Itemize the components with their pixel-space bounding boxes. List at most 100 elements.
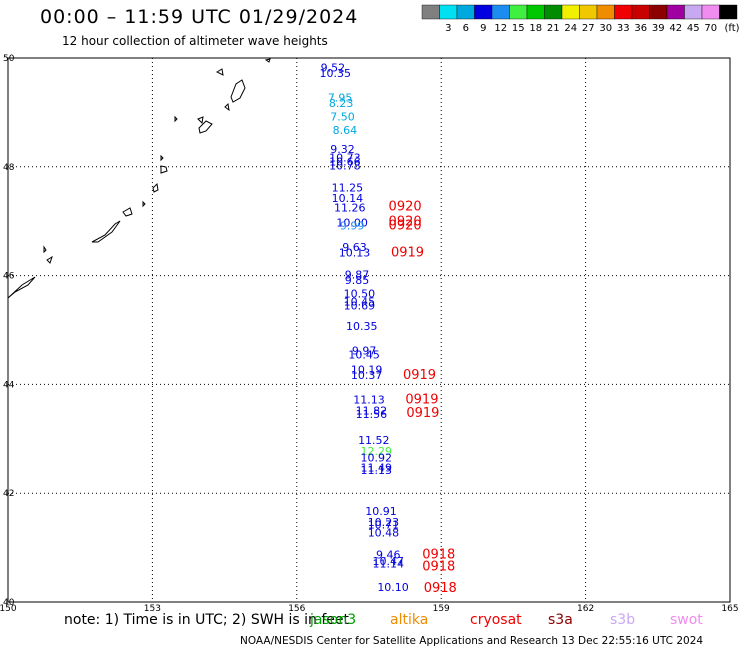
lat-tick-label: 48 (3, 163, 15, 173)
lon-tick-label: 150 (0, 604, 17, 614)
lon-tick-label: 153 (144, 604, 161, 614)
satellite-name-s3a: s3a (548, 612, 573, 628)
lon-tick-label: 156 (288, 604, 305, 614)
legend-tick-label: 9 (480, 23, 486, 34)
chart-subtitle: 12 hour collection of altimeter wave hei… (62, 34, 328, 48)
wave-height-label: 8.64 (333, 124, 358, 137)
legend-tick-label: 12 (494, 23, 507, 34)
wave-height-label: 7.50 (330, 111, 355, 124)
coastline-island-e (142, 200, 146, 208)
legend-swatch (544, 4, 563, 20)
wave-height-label: 10.48 (368, 527, 400, 540)
wave-height-label: 10.00 (336, 217, 368, 230)
coastline-island-n (215, 68, 224, 76)
wave-height-label: 10.78 (329, 160, 361, 173)
legend-unit: (ft) (725, 23, 740, 34)
wave-height-label: 11.52 (358, 434, 390, 447)
wave-height-label: 9.52 (321, 62, 346, 75)
wave-height-label: 9.32 (330, 143, 355, 156)
wave-height-observations: 9.5210.357.958.237.508.649.3210.7310.661… (320, 62, 409, 595)
wave-height-label: 11.13 (353, 393, 385, 406)
legend-swatch (614, 4, 633, 20)
wave-height-label: 10.19 (351, 364, 383, 377)
satellite-name-s3b: s3b (610, 612, 636, 628)
satellite-name-swot: swot (670, 612, 703, 628)
wave-height-label: 10.35 (320, 67, 352, 80)
wave-height-label: 10.23 (368, 516, 400, 529)
lon-tick-label: 165 (721, 604, 738, 614)
legend-swatch (421, 4, 440, 20)
legend-tick-label: 21 (547, 23, 560, 34)
wave-height-label: 10.37 (351, 369, 383, 382)
coastline-island-o (264, 58, 271, 63)
chart-title: 00:00 – 11:59 UTC 01/29/2024 (40, 6, 359, 28)
legend-tick-label: 45 (687, 23, 700, 34)
lon-tick-label: 162 (577, 604, 594, 614)
legend-swatch (666, 4, 685, 20)
wave-height-label: 10.45 (348, 348, 380, 361)
lat-tick-label: 50 (3, 54, 15, 64)
legend-tick-label: 18 (529, 23, 542, 34)
wave-height-label: 10.73 (329, 151, 361, 164)
legend-swatch (684, 4, 703, 20)
pass-time-label: 0918 (422, 559, 455, 574)
coastline-island-d (122, 207, 133, 217)
pass-time-label: 0920 (389, 215, 422, 230)
satellite-name-jason3: jason3 (310, 612, 357, 628)
color-legend: 3 6 9 12 15 18 21 24 27 30 33 36 39 42 45 70 (ft) (421, 4, 740, 34)
legend-tick-label: 36 (634, 23, 647, 34)
legend-tick-label: 39 (652, 23, 665, 34)
wave-height-label: 10.47 (373, 555, 405, 568)
coastline-kamchatka-tip (7, 276, 36, 299)
legend-swatch (579, 4, 598, 20)
legend-tick-label: 42 (669, 23, 682, 34)
plot-frame (7, 57, 731, 603)
satellite-name-altika: altika (390, 612, 429, 628)
coastline-island-i (174, 115, 178, 123)
legend-tick-label: 30 (599, 23, 612, 34)
wave-height-label: 10.14 (332, 192, 364, 205)
pass-time-label: 0919 (403, 368, 436, 383)
wave-height-label: 11.14 (373, 558, 405, 571)
legend-tick-label: 6 (463, 23, 469, 34)
lat-tick-label: 40 (3, 598, 15, 608)
wave-height-label: 9.99 (340, 219, 365, 232)
coastline-island-g (160, 165, 168, 174)
legend-swatch (631, 4, 650, 20)
legend-swatch (649, 4, 668, 20)
legend-swatch (491, 4, 510, 20)
wave-height-label: 11.13 (360, 464, 392, 477)
wave-height-label: 8.23 (329, 97, 354, 110)
pass-time-label: 0919 (406, 406, 439, 421)
legend-swatch (596, 4, 615, 20)
wave-height-label: 7.95 (328, 92, 353, 105)
pass-time-label: 0919 (405, 392, 438, 407)
coastline-island-l (230, 79, 246, 103)
wave-height-label: 10.50 (344, 287, 376, 300)
pass-time-label: 0918 (422, 547, 455, 562)
coastline-island-k (197, 116, 204, 125)
coastline-island-b (46, 255, 53, 264)
wave-height-label: 11.49 (360, 461, 392, 474)
lat-tick-label: 46 (3, 272, 15, 282)
wave-height-label: 11.25 (332, 181, 364, 194)
pass-time-label: 0920 (389, 218, 422, 233)
wave-height-label: 9.97 (352, 344, 377, 357)
wave-height-label: 10.13 (339, 247, 371, 260)
legend-tick-label: 24 (564, 23, 577, 34)
footer-note: note: 1) Time is in UTC; 2) SWH is in fe… (64, 612, 350, 628)
coastline (7, 58, 271, 299)
coastline-island-f (152, 182, 159, 193)
legend-swatch (701, 4, 720, 20)
wave-height-label: 10.91 (365, 505, 397, 518)
legend-swatch (439, 4, 458, 20)
wave-height-label: 10.10 (377, 581, 409, 594)
legend-tick-label: 33 (617, 23, 630, 34)
wave-height-label: 10.92 (360, 452, 392, 465)
wave-height-label: 9.63 (342, 241, 367, 254)
legend-swatch (474, 4, 493, 20)
coastline-island-c (91, 220, 121, 243)
legend-swatch (509, 4, 528, 20)
